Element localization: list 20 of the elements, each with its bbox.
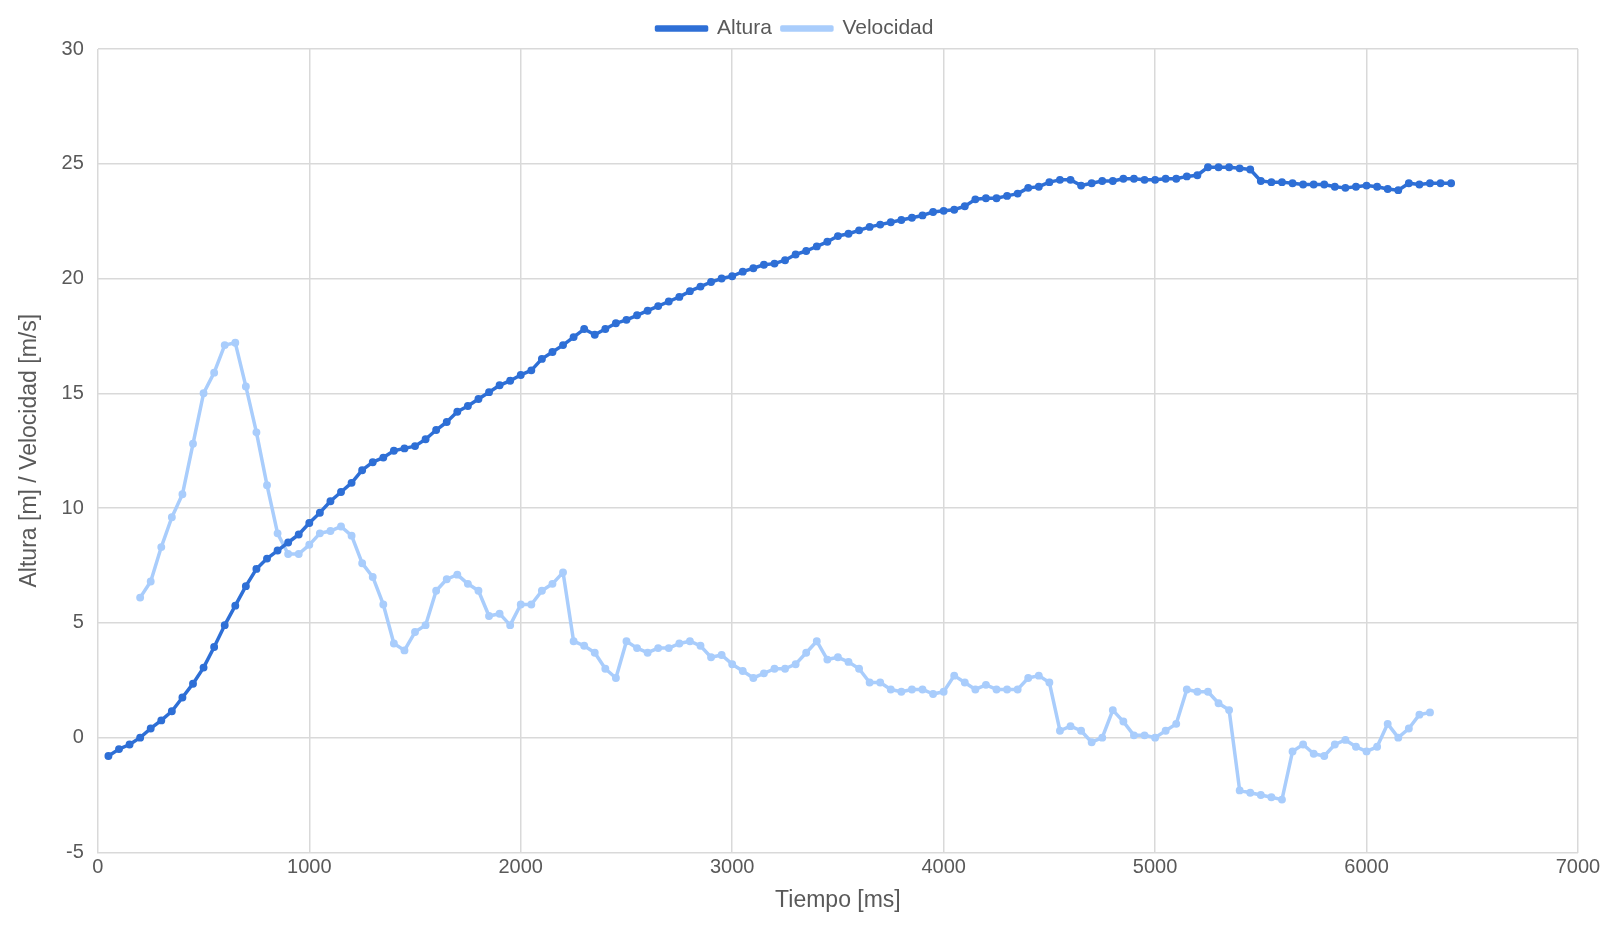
x-tick-label: 7000 xyxy=(1555,854,1601,877)
x-axis-title: Tiempo [ms] xyxy=(775,885,901,912)
y-tick-label: 5 xyxy=(72,610,84,633)
y-tick-label: 25 xyxy=(61,151,84,174)
legend-label: Velocidad xyxy=(842,15,934,39)
y-tick-label: 10 xyxy=(61,495,84,518)
x-tick-label: 6000 xyxy=(1344,854,1389,877)
y-tick-label: 0 xyxy=(72,725,84,748)
y-tick-label: -5 xyxy=(66,839,84,862)
x-tick-label: 0 xyxy=(92,854,104,877)
y-tick-label: 20 xyxy=(61,266,84,289)
y-tick-label: 15 xyxy=(61,380,84,403)
x-tick-label: 3000 xyxy=(709,854,755,877)
legend-label: Altura xyxy=(717,15,773,39)
y-axis-title: Altura [m] / Velocidad [m/s] xyxy=(15,313,42,588)
y-tick-label: 30 xyxy=(61,36,84,59)
x-tick-label: 2000 xyxy=(498,854,543,877)
x-tick-label: 5000 xyxy=(1132,854,1178,877)
x-tick-label: 4000 xyxy=(921,854,966,877)
x-tick-label: 1000 xyxy=(287,854,332,877)
